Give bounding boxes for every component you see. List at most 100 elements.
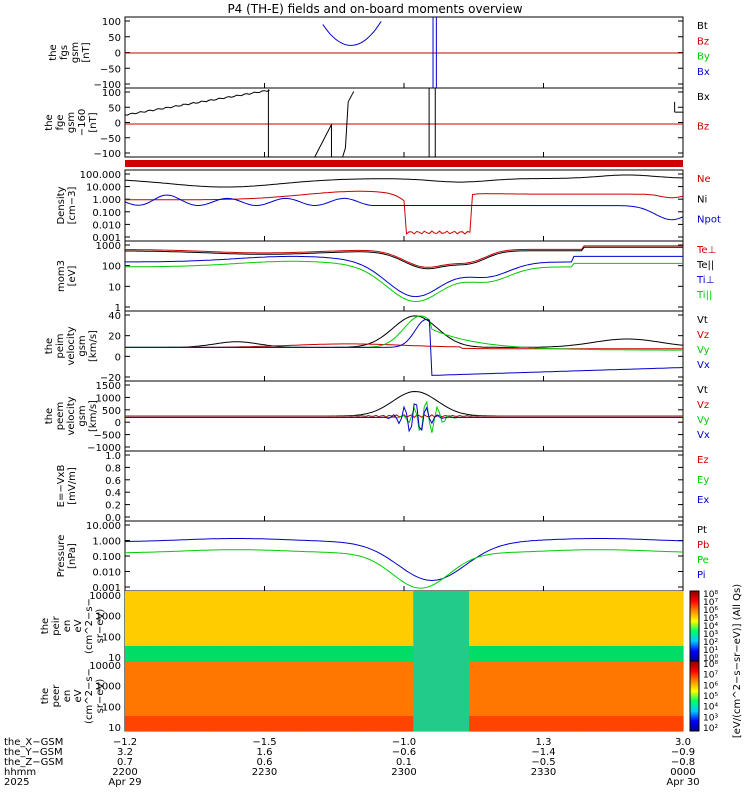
spectrogram-cell	[357, 646, 368, 652]
legend-Bx: Bx	[697, 67, 710, 78]
spectrogram-cell	[348, 716, 359, 722]
spectrogram-cell	[125, 611, 135, 617]
x-tick-label: −1.5	[252, 737, 276, 748]
spectrogram-cell	[264, 716, 275, 722]
spectrogram-cell	[543, 631, 554, 637]
spectrogram-cell	[190, 726, 200, 732]
spectrogram-cell	[366, 641, 377, 647]
spectrogram-cell	[543, 716, 554, 722]
spectrogram-cell	[311, 661, 321, 667]
spectrogram-cell	[524, 606, 535, 612]
spectrogram-cell	[571, 711, 582, 717]
spectrogram-cell	[273, 631, 284, 637]
series-Vt	[125, 315, 684, 348]
spectrogram-cell	[636, 706, 647, 712]
spectrogram-cell	[245, 601, 256, 607]
spectrogram-cell	[627, 646, 638, 652]
spectrogram-cell	[515, 646, 526, 652]
spectrogram-cell	[301, 691, 312, 697]
panel-frame-p7	[124, 450, 684, 522]
spectrogram-cell	[413, 651, 424, 657]
spectrogram-cell	[180, 686, 191, 692]
spectrogram-cell	[376, 656, 386, 662]
spectrogram-cell	[655, 636, 665, 642]
y-axis-label: the	[44, 408, 55, 424]
spectrogram-cell	[431, 591, 442, 597]
spectrogram-cell	[180, 721, 191, 727]
spectrogram-cell	[627, 686, 638, 692]
spectrogram-cell	[292, 646, 303, 652]
spectrogram-cell	[655, 671, 665, 677]
spectrogram-cell	[394, 721, 405, 727]
spectrogram-ions	[125, 591, 684, 662]
spectrogram-cell	[338, 691, 349, 697]
spectrogram-cell	[301, 716, 312, 722]
spectrogram-cell	[590, 661, 600, 667]
spectrogram-cell	[366, 721, 377, 727]
spectrogram-cell	[459, 701, 470, 707]
spectrogram-cell	[459, 661, 470, 667]
spectrogram-cell	[292, 726, 303, 732]
spectrogram-cell	[562, 606, 572, 612]
spectrogram-cell	[562, 701, 572, 707]
spectrogram-cell	[199, 641, 210, 647]
spectrogram-cell	[441, 601, 452, 607]
spectrogram-cell	[562, 616, 572, 622]
spectrogram-cell	[422, 596, 433, 602]
spectrogram-cell	[487, 671, 498, 677]
spectrogram-cell	[125, 701, 135, 707]
spectrogram-cell	[171, 611, 182, 617]
spectrogram-cell	[590, 636, 600, 642]
spectrogram-cell	[515, 661, 526, 667]
spectrogram-cell	[245, 616, 256, 622]
spectrogram-cell	[143, 696, 154, 702]
spectrogram-cell	[162, 671, 173, 677]
spectrogram-cell	[376, 666, 386, 672]
spectrogram-cell	[162, 626, 173, 632]
spectrogram-cell	[441, 661, 452, 667]
spectrogram-cell	[497, 701, 507, 707]
spectrogram-cell	[218, 611, 228, 617]
spectrogram-cell	[571, 616, 582, 622]
y-tick-label: 1.0	[105, 451, 121, 462]
y-tick-label: 0.2	[105, 501, 121, 512]
spectrogram-cell	[636, 596, 647, 602]
spectrogram-cell	[636, 606, 647, 612]
spectrogram-cell	[534, 631, 545, 637]
spectrogram-cell	[348, 706, 359, 712]
spectrogram-cell	[524, 651, 535, 657]
spectrogram-cell	[152, 641, 163, 647]
spectrogram-cell	[450, 596, 461, 602]
spectrogram-cell	[580, 661, 591, 667]
spectrogram-cell	[348, 616, 359, 622]
spectrogram-cell	[645, 601, 656, 607]
spectrogram-cell	[283, 666, 293, 672]
spectrogram-cell	[236, 671, 247, 677]
spectrogram-cell	[590, 671, 600, 677]
spectrogram-cell	[599, 691, 610, 697]
spectrogram-cell	[469, 606, 479, 612]
spectrogram-cell	[236, 626, 247, 632]
spectrogram-cell	[283, 596, 293, 602]
spectrogram-cell	[125, 696, 135, 702]
spectrogram-cell	[524, 631, 535, 637]
spectrogram-cell	[394, 711, 405, 717]
spectrogram-cell	[617, 606, 628, 612]
spectrogram-cell	[376, 661, 386, 667]
spectrogram-cell	[273, 686, 284, 692]
spectrogram-cell	[385, 706, 396, 712]
spectrogram-cell	[125, 676, 135, 682]
spectrogram-cell	[292, 606, 303, 612]
spectrogram-cell	[245, 656, 256, 662]
spectrogram-cell	[301, 611, 312, 617]
spectrogram-cell	[227, 701, 238, 707]
y-axis-label: fge	[55, 114, 66, 130]
spectrogram-cell	[608, 686, 619, 692]
spectrogram-cell	[152, 721, 163, 727]
spectrogram-cell	[450, 631, 461, 637]
spectrogram-cell	[599, 656, 610, 662]
spectrogram-cell	[450, 651, 461, 657]
spectrogram-cell	[385, 691, 396, 697]
spectrogram-cell	[617, 636, 628, 642]
